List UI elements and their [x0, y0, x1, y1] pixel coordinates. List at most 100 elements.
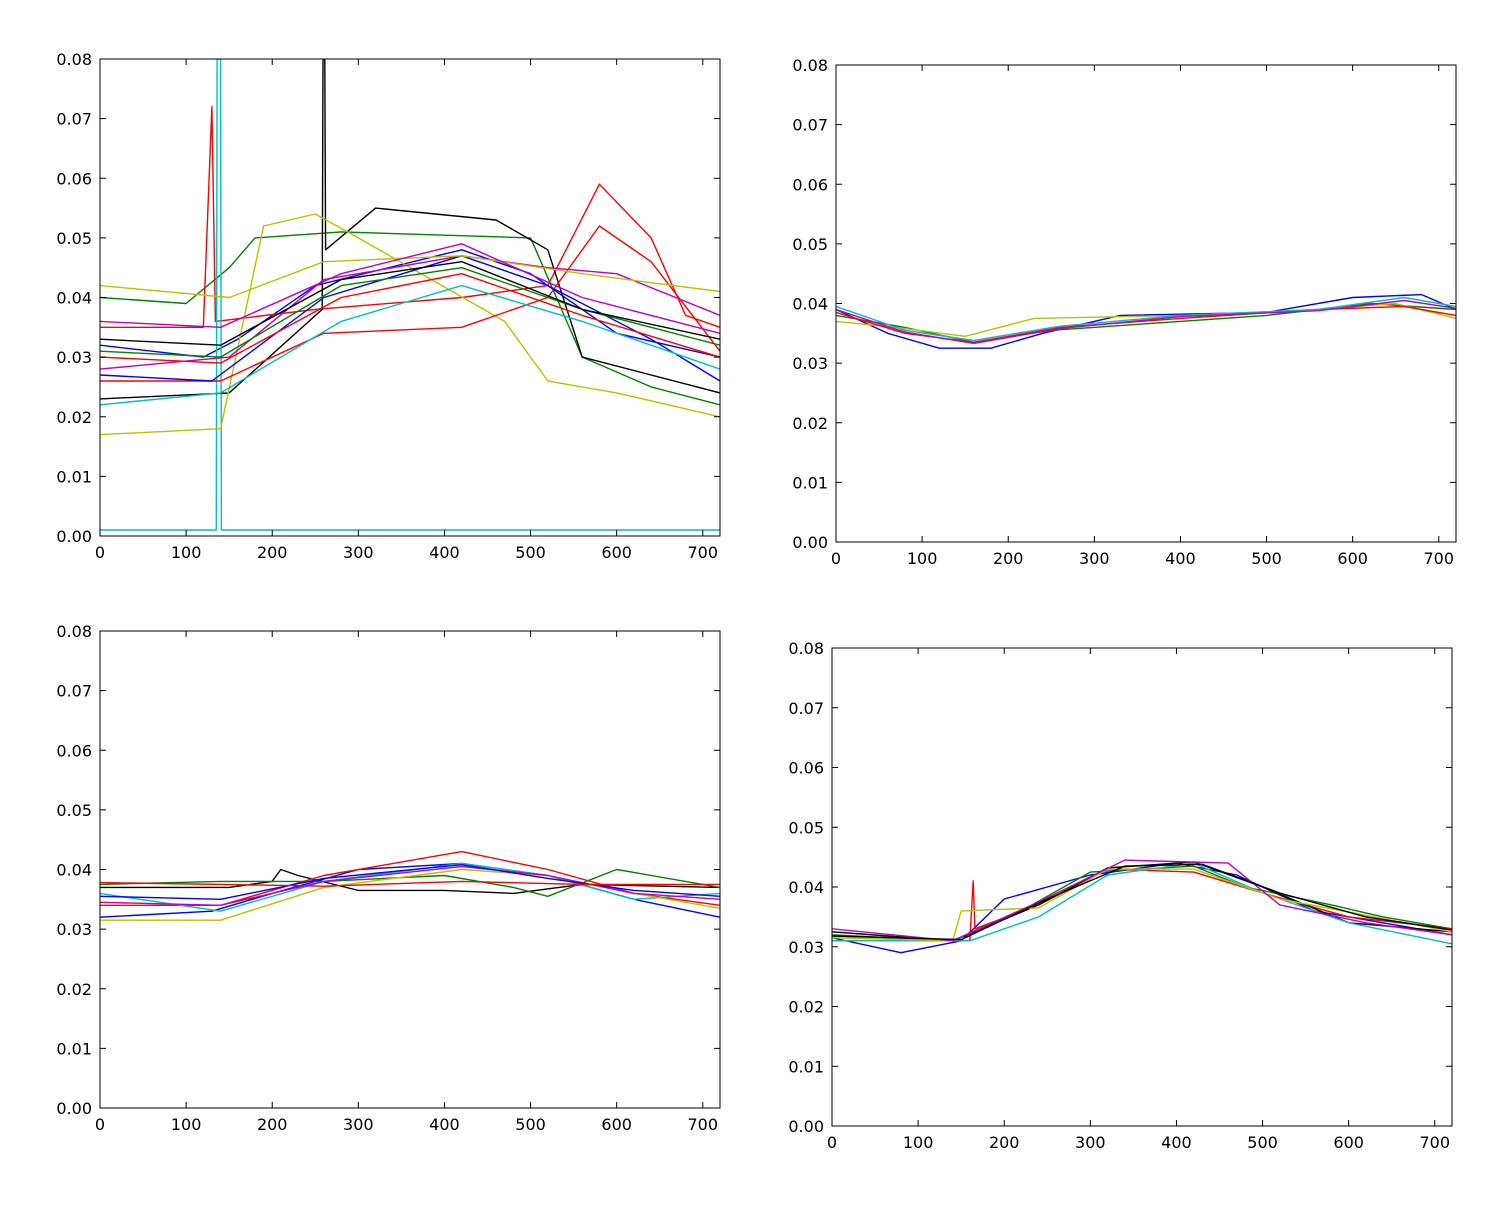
- x-tick-label: 0: [827, 1133, 837, 1152]
- x-tick-label: 400: [429, 1115, 460, 1134]
- x-tick-label: 500: [1247, 1133, 1278, 1152]
- series-line-14: [100, 273, 720, 364]
- x-tick-label: 500: [1251, 549, 1282, 568]
- y-tick-label: 0.07: [788, 699, 824, 718]
- y-tick-label: 0.07: [56, 110, 92, 129]
- series-line-6: [100, 865, 720, 906]
- y-tick-label: 0.00: [788, 1117, 824, 1136]
- series-line-7: [100, 864, 720, 900]
- x-tick-label: 600: [1333, 1133, 1364, 1152]
- x-tick-label: 100: [171, 543, 202, 562]
- x-tick-label: 300: [343, 1115, 374, 1134]
- x-tick-label: 200: [993, 549, 1024, 568]
- series-line-1: [832, 865, 1452, 942]
- series-line-3: [100, 59, 720, 531]
- series-line-9: [100, 267, 720, 358]
- y-tick-label: 0.08: [56, 622, 92, 641]
- y-tick-label: 0.01: [788, 1057, 824, 1076]
- series-line-0: [832, 862, 1452, 954]
- y-tick-label: 0.01: [56, 1039, 92, 1058]
- series-line-5: [832, 868, 1452, 942]
- series-line-5: [100, 213, 720, 436]
- series-line-2: [836, 302, 1456, 337]
- x-tick-label: 300: [1079, 549, 1110, 568]
- series-line-1: [100, 231, 720, 406]
- x-tick-label: 700: [1420, 1133, 1451, 1152]
- x-tick-label: 0: [831, 549, 841, 568]
- x-tick-label: 200: [989, 1133, 1020, 1152]
- x-tick-label: 700: [1424, 549, 1455, 568]
- y-tick-label: 0.04: [792, 295, 828, 314]
- y-tick-label: 0.06: [56, 169, 92, 188]
- x-tick-label: 100: [171, 1115, 202, 1134]
- series-group: [100, 850, 720, 921]
- series-line-0: [100, 249, 720, 358]
- series-line-3: [832, 861, 1452, 942]
- series-line-11: [100, 284, 720, 406]
- x-tick-label: 400: [1161, 1133, 1192, 1152]
- x-tick-label: 500: [515, 543, 546, 562]
- series-group: [832, 859, 1452, 954]
- y-tick-label: 0.05: [792, 235, 828, 254]
- series-line-12: [100, 255, 720, 299]
- y-tick-label: 0.00: [792, 533, 828, 552]
- x-tick-label: 200: [257, 543, 288, 562]
- y-tick-label: 0.08: [788, 639, 824, 658]
- x-tick-label: 100: [907, 549, 938, 568]
- y-tick-label: 0.00: [56, 527, 92, 546]
- series-line-13: [100, 243, 720, 334]
- series-line-6: [832, 859, 1452, 942]
- series-line-8: [100, 880, 720, 887]
- y-tick-label: 0.07: [56, 682, 92, 701]
- y-tick-label: 0.02: [56, 408, 92, 427]
- x-tick-label: 400: [429, 543, 460, 562]
- series-line-2: [832, 868, 1452, 942]
- series-group: [100, 59, 720, 531]
- y-tick-label: 0.06: [56, 741, 92, 760]
- x-tick-label: 0: [95, 543, 105, 562]
- y-tick-label: 0.03: [788, 938, 824, 957]
- x-tick-label: 700: [688, 543, 719, 562]
- y-tick-label: 0.04: [56, 861, 92, 880]
- series-group: [836, 293, 1456, 349]
- y-tick-label: 0.03: [56, 920, 92, 939]
- y-tick-label: 0.08: [792, 56, 828, 75]
- x-tick-label: 600: [1337, 549, 1368, 568]
- y-tick-label: 0.04: [56, 289, 92, 308]
- x-tick-label: 0: [95, 1115, 105, 1134]
- y-tick-label: 0.04: [788, 878, 824, 897]
- y-tick-label: 0.03: [56, 348, 92, 367]
- x-tick-label: 600: [601, 1115, 632, 1134]
- y-tick-label: 0.07: [792, 116, 828, 135]
- x-tick-label: 100: [903, 1133, 934, 1152]
- series-line-4: [100, 59, 720, 400]
- y-tick-label: 0.02: [792, 414, 828, 433]
- y-tick-label: 0.02: [788, 998, 824, 1017]
- series-line-5: [836, 299, 1456, 345]
- y-tick-label: 0.03: [792, 354, 828, 373]
- series-line-10: [100, 261, 720, 346]
- x-tick-label: 300: [343, 543, 374, 562]
- y-tick-label: 0.06: [792, 175, 828, 194]
- series-line-7: [832, 863, 1452, 941]
- y-tick-label: 0.05: [788, 818, 824, 837]
- series-line-4: [832, 862, 1452, 945]
- y-tick-label: 0.05: [56, 229, 92, 248]
- series-line-7: [100, 225, 720, 382]
- x-tick-label: 600: [601, 543, 632, 562]
- x-tick-label: 300: [1075, 1133, 1106, 1152]
- axes-frame: [831, 647, 1453, 1127]
- y-tick-label: 0.00: [56, 1099, 92, 1118]
- x-tick-label: 700: [688, 1115, 719, 1134]
- y-tick-label: 0.01: [792, 473, 828, 492]
- y-tick-label: 0.06: [788, 759, 824, 778]
- series-line-4: [836, 296, 1456, 342]
